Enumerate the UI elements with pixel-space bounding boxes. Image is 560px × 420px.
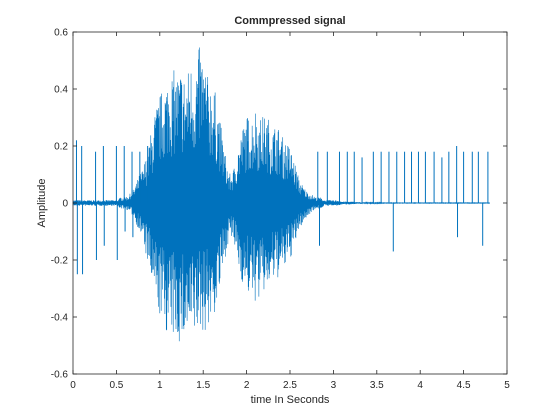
y-axis-ticks: -0.6 -0.4 -0.2 0 0.2 0.4 0.6 <box>51 28 507 381</box>
waveform <box>72 47 490 342</box>
x-tick-label: 2.5 <box>283 380 297 391</box>
x-axis-ticks: 0 0.5 1 1.5 2 2.5 3 3.5 4 4.5 5 <box>70 32 510 391</box>
x-tick-label: 3 <box>331 380 337 391</box>
x-tick-label: 3.5 <box>370 380 384 391</box>
y-tick-label: 0.2 <box>54 142 68 153</box>
x-tick-label: 2 <box>244 380 250 391</box>
signal-line <box>72 47 490 342</box>
chart-title: Commpressed signal <box>234 15 345 27</box>
x-tick-label: 0.5 <box>109 380 123 391</box>
x-tick-label: 1 <box>157 380 163 391</box>
y-axis-label: Amplitude <box>36 179 48 228</box>
x-tick-label: 0 <box>70 380 76 391</box>
x-axis-label: time In Seconds <box>251 394 330 406</box>
y-tick-label: 0.4 <box>54 85 68 96</box>
x-tick-label: 1.5 <box>196 380 210 391</box>
y-tick-label: 0.6 <box>54 28 68 39</box>
y-tick-label: -0.2 <box>51 256 69 267</box>
x-tick-label: 4 <box>417 380 423 391</box>
y-tick-label: -0.4 <box>51 313 69 324</box>
x-tick-label: 4.5 <box>457 380 471 391</box>
x-tick-label: 5 <box>504 380 510 391</box>
y-tick-label: -0.6 <box>51 370 69 381</box>
y-tick-label: 0 <box>62 199 68 210</box>
spike-markers <box>75 140 489 275</box>
